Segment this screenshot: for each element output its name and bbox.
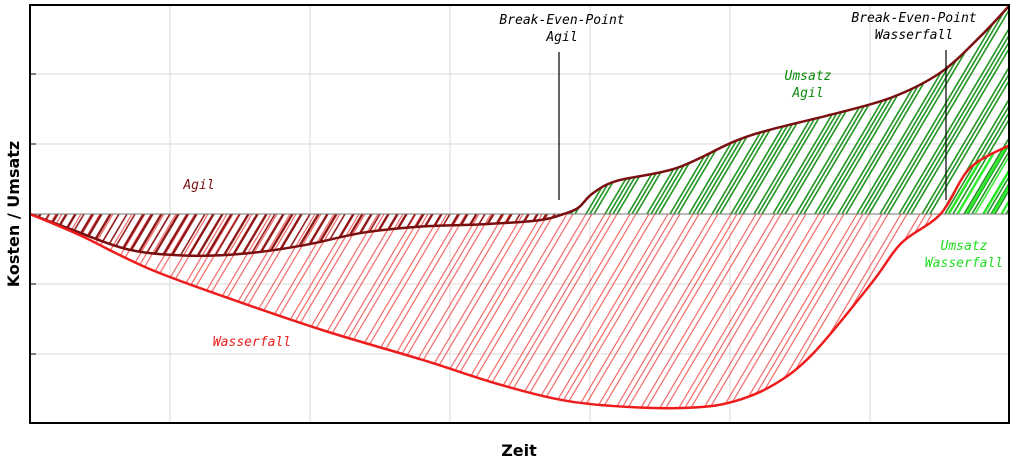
- annotation-label: Break-Even-Point: [499, 13, 624, 28]
- annotation-label: Agil: [791, 86, 823, 101]
- annotation-label: Wasserfall: [875, 28, 953, 43]
- annotation-label: Agil: [182, 178, 214, 193]
- y-axis-title: Kosten / Umsatz: [4, 141, 23, 287]
- series-line-wasserfall: [30, 144, 1009, 410]
- series-line-agil: [30, 5, 1009, 258]
- series-lines: [30, 5, 1009, 410]
- annotation-label: Agil: [545, 30, 577, 45]
- annotation-label: Break-Even-Point: [851, 11, 976, 26]
- x-axis-title: Zeit: [501, 441, 537, 460]
- annotation-label: Wasserfall: [213, 335, 291, 350]
- plot-frame: [29, 4, 1010, 424]
- annotation-label: Umsatz: [785, 69, 832, 84]
- annotations: Break-Even-Point Agil Break-Even-Point Wass…: [182, 11, 1003, 350]
- annotation-label: Wasserfall: [925, 256, 1003, 271]
- annotation-label: Umsatz: [941, 239, 988, 254]
